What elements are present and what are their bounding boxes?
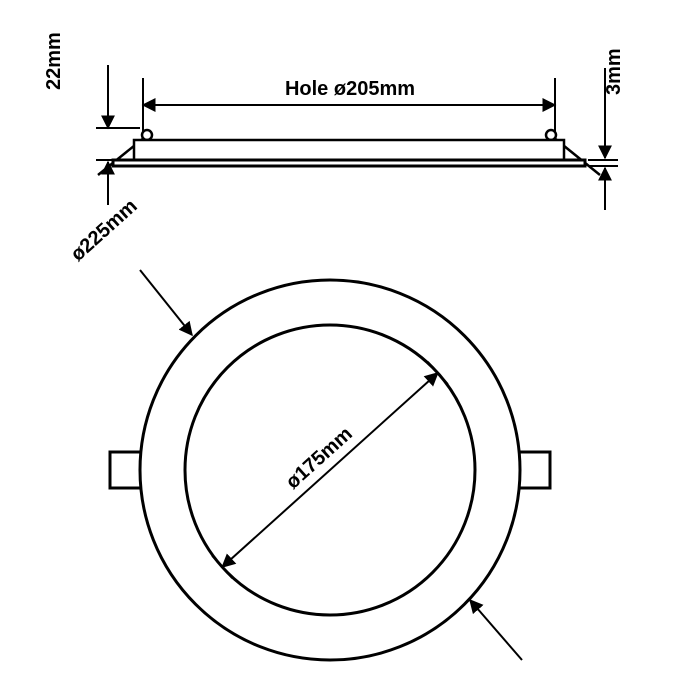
depth-label: 22mm bbox=[43, 32, 65, 90]
outer-diameter-label: ø225mm bbox=[67, 195, 142, 266]
edge-thickness-label: 3mm bbox=[603, 48, 625, 95]
side-view: Hole ø205mm 22mm 3mm bbox=[43, 32, 625, 210]
dimension-drawing: Hole ø205mm 22mm 3mm bbox=[0, 0, 700, 700]
hole-diameter-label: Hole ø205mm bbox=[285, 78, 415, 100]
front-view: ø225mm ø175mm bbox=[67, 195, 550, 660]
